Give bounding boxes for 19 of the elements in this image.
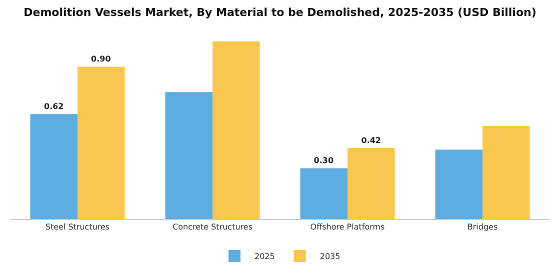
x-tick-label: Steel Structures [45,222,110,232]
bar [348,148,395,219]
x-tick-label: Offshore Platforms [310,222,385,232]
x-tick-label: Concrete Structures [172,222,252,232]
legend-label: 2035 [320,252,340,262]
bar [30,114,78,219]
data-label: 0.62 [44,102,64,112]
bar [482,126,530,219]
bar [212,41,260,219]
bar [78,66,125,219]
bar [165,92,212,219]
bar [435,150,482,219]
bar [300,168,348,219]
data-label: 0.42 [361,136,381,145]
data-label: 0.90 [91,54,112,64]
legend-label: 2025 [254,252,275,262]
data-label: 0.30 [314,156,334,166]
x-tick-label: Bridges [467,222,498,232]
chart-title: Demolition Vessels Market, By Material to be Demolished, 2025-2035 (USD Billion) [24,6,536,20]
